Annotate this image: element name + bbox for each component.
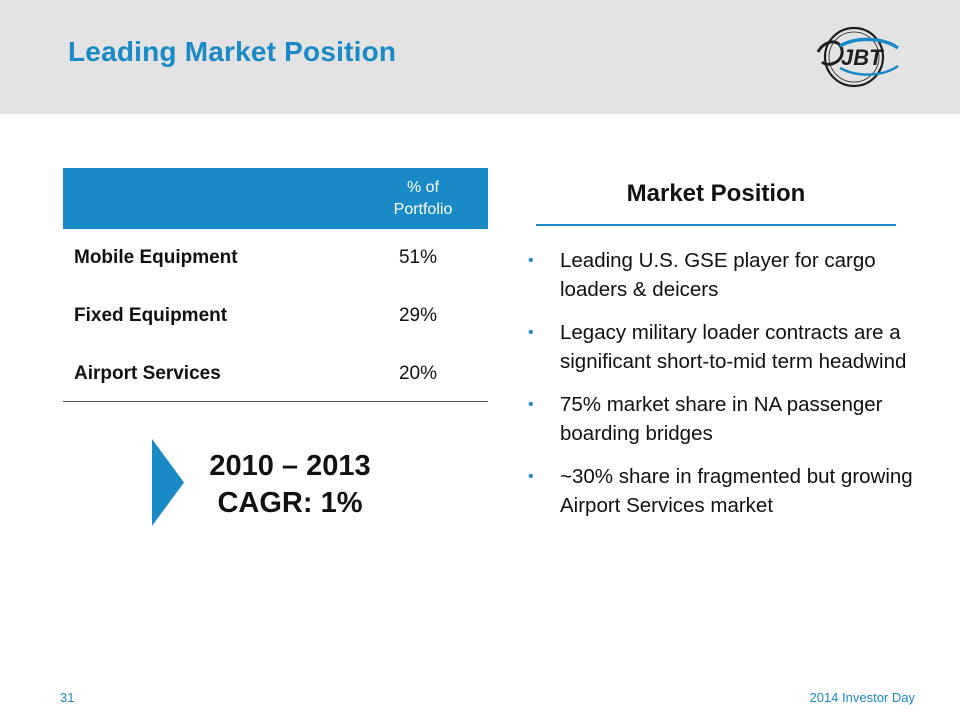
list-item: • 75% market share in NA passenger board… (528, 390, 918, 448)
portfolio-table: % of Portfolio Mobile Equipment 51% Fixe… (63, 168, 488, 402)
bullet-text: ~30% share in fragmented but growing Air… (560, 465, 913, 517)
list-item: • Legacy military loader contracts are a… (528, 318, 918, 376)
row-value: 51% (398, 247, 438, 268)
row-label: Mobile Equipment (74, 247, 238, 268)
column-header-portfolio: % of Portfolio (393, 178, 453, 218)
list-item: • ~30% share in fragmented but growing A… (528, 462, 918, 520)
bullet-icon: • (528, 468, 534, 485)
bullet-icon: • (528, 324, 534, 341)
cagr-callout: 2010 – 2013 CAGR: 1% (190, 448, 390, 522)
cagr-period: 2010 – 2013 (209, 450, 371, 482)
footer-label: 2014 Investor Day (809, 690, 915, 705)
page-number: 31 (60, 690, 75, 705)
table-row: Airport Services 20% (63, 345, 488, 403)
chevron-right-icon (152, 439, 184, 526)
jbt-logo: JBT (810, 26, 900, 92)
bullet-icon: • (528, 396, 534, 413)
bullet-icon: • (528, 252, 534, 269)
table-row: Fixed Equipment 29% (63, 287, 488, 345)
market-position-title: Market Position (626, 180, 806, 207)
table-row: Mobile Equipment 51% (63, 229, 488, 287)
cagr-value: CAGR: 1% (217, 487, 363, 519)
table-header: % of Portfolio (63, 168, 488, 229)
bullet-text: Leading U.S. GSE player for cargo loader… (560, 249, 876, 301)
row-label: Fixed Equipment (74, 305, 228, 326)
market-position-rule (536, 224, 896, 226)
table-bottom-rule (63, 401, 488, 402)
row-value: 29% (398, 305, 438, 326)
logo-text: JBT (841, 45, 884, 70)
row-value: 20% (398, 363, 438, 384)
list-item: • Leading U.S. GSE player for cargo load… (528, 246, 918, 304)
header-band (0, 0, 960, 114)
row-label: Airport Services (74, 363, 221, 384)
bullet-text: 75% market share in NA passenger boardin… (560, 393, 883, 445)
slide-title: Leading Market Position (68, 36, 397, 67)
market-position-bullets: • Leading U.S. GSE player for cargo load… (528, 246, 918, 534)
bullet-text: Legacy military loader contracts are a s… (560, 321, 907, 373)
